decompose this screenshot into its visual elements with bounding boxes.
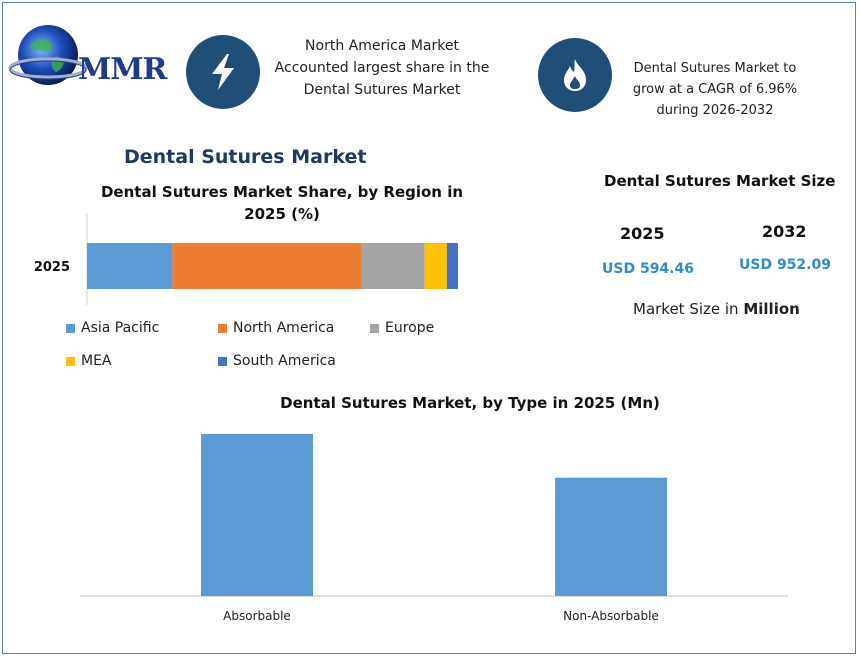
page-title: Dental Sutures Market [124,146,367,168]
legend-item: Asia Pacific [66,317,218,339]
legend-swatch [218,323,227,333]
region-bar-segment [424,243,447,289]
highlight-line: during 2026-2032 [656,103,774,118]
region-bar-segment [172,243,362,289]
highlight-line: North America Market [305,38,459,54]
region-chart-title: Dental Sutures Market Share, by Region i… [98,181,466,225]
type-chart: Absorbable Non-Absorbable [80,434,788,623]
legend-label: Europe [385,320,435,336]
logo-text: MMR [78,52,167,87]
flame-icon [538,38,612,112]
market-size-unit-note: Market Size in Million [633,300,800,318]
highlight-cagr: Dental Sutures Market to grow at a CAGR … [614,58,816,121]
type-category-label: Absorbable [223,609,291,623]
mmr-globe-logo [8,25,88,85]
region-bar-segment [361,243,425,289]
legend-item: North America [218,317,370,339]
type-category-label: Non-Absorbable [563,609,659,623]
type-bar [201,434,313,596]
legend-label: Asia Pacific [81,320,160,336]
highlight-line: grow at a CAGR of 6.96% [632,82,798,97]
legend-swatch [66,323,75,333]
market-size-title: Dental Sutures Market Size [604,172,836,190]
region-chart-title-line: 2025 (%) [244,205,320,223]
legend-label: North America [233,320,335,336]
region-category-label: 2025 [34,260,70,275]
value-2025: USD 594.46 [602,261,694,277]
unit-note-prefix: Market Size in [633,300,744,318]
legend-item: MEA [66,350,218,372]
legend-item: South America [218,350,370,372]
highlight-north-america: North America Market Accounted largest s… [262,35,502,101]
highlight-line: Dental Sutures Market to [633,61,797,76]
legend-swatch [218,356,227,366]
lightning-icon [186,35,260,109]
region-share-chart: 2025 [34,213,458,305]
legend-label: South America [233,353,336,369]
region-legend: Asia Pacific North America Europe MEA South… [66,317,486,372]
unit-note-unit: Million [743,300,800,318]
region-bar-segment [87,243,173,289]
value-2032: USD 952.09 [739,257,831,273]
highlight-line: Accounted largest share in the [274,60,490,76]
region-chart-title-line: Dental Sutures Market Share, by Region i… [100,183,464,201]
region-bar-segment [446,243,458,289]
legend-swatch [370,323,379,333]
year-2032: 2032 [762,222,807,241]
type-bar [555,477,667,596]
legend-swatch [66,356,75,366]
legend-label: MEA [81,353,112,369]
highlight-line: Dental Sutures Market [303,82,461,98]
type-chart-title: Dental Sutures Market, by Type in 2025 (… [280,394,660,412]
legend-item: Europe [370,317,470,339]
year-2025: 2025 [620,224,665,243]
